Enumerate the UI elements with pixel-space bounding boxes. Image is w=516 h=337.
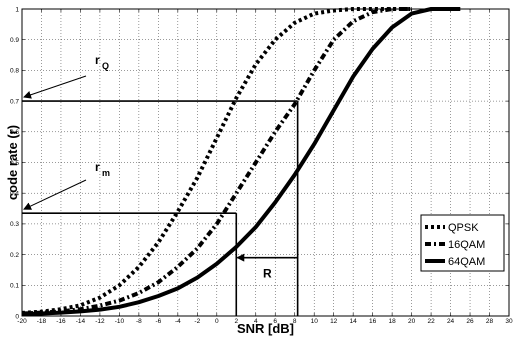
series-line-64qam xyxy=(21,7,461,317)
x-tick-label: 22 xyxy=(427,318,435,325)
x-tick-label: 8 xyxy=(293,318,297,325)
y-tick-label: 0.7 xyxy=(10,98,19,105)
x-tick-label: 6 xyxy=(273,318,277,325)
annotations-group: r Qr mR xyxy=(22,53,299,316)
x-tick-label: -20 xyxy=(17,318,27,325)
rm-label-subscript: m xyxy=(102,168,110,178)
x-axis-ticks: -20 -18 -16 -14 -12 -10 -8 -6 -4 -2 0 2 4 6 8 10 12 14 16 1… xyxy=(17,9,513,325)
x-tick-label: -18 xyxy=(37,318,47,325)
x-tick-label: -6 xyxy=(155,318,161,325)
y-tick-label: 0 xyxy=(15,313,19,320)
x-tick-label: -8 xyxy=(136,318,142,325)
y-tick-label: 0.6 xyxy=(10,129,19,136)
rm-label: r xyxy=(95,160,100,174)
y-axis-ticks: 0 0.1 0.2 0.3 0.4 0.5 0.6 0.7 0.8 0.9 1 xyxy=(10,6,509,320)
x-tick-label: 18 xyxy=(389,318,397,325)
x-tick-label: 16 xyxy=(369,318,377,325)
x-tick-label: 10 xyxy=(311,318,319,325)
x-axis-label: SNR [dB] xyxy=(237,321,294,336)
x-tick-label: -2 xyxy=(194,318,200,325)
x-tick-label: 0 xyxy=(215,318,219,325)
y-tick-label: 1 xyxy=(15,6,19,13)
y-tick-label: 0.5 xyxy=(10,160,19,167)
series-line-16qam xyxy=(21,7,412,316)
legend-label-16qam: 16QAM xyxy=(448,239,485,251)
x-tick-label: 4 xyxy=(254,318,258,325)
rq-label-subscript: Q xyxy=(102,61,109,71)
y-tick-label: 0.2 xyxy=(10,252,19,259)
rm-pointer-arrow xyxy=(23,179,87,210)
y-tick-label: 0.8 xyxy=(10,68,19,75)
x-tick-label: -12 xyxy=(95,318,105,325)
y-tick-label: 0.9 xyxy=(10,37,19,44)
rq-label: r xyxy=(95,53,100,67)
x-tick-label: 30 xyxy=(505,318,513,325)
x-tick-label: -16 xyxy=(56,318,66,325)
legend-label-qpsk: QPSK xyxy=(448,222,479,234)
x-tick-label: -14 xyxy=(76,318,86,325)
r-label: R xyxy=(263,267,272,281)
x-tick-label: 20 xyxy=(408,318,416,325)
y-axis-label: code rate (r) xyxy=(5,125,20,200)
x-tick-label: 14 xyxy=(350,318,358,325)
x-tick-label: -4 xyxy=(175,318,181,325)
x-tick-label: 28 xyxy=(486,318,494,325)
y-tick-label: 0.1 xyxy=(10,283,19,290)
x-tick-label: 2 xyxy=(234,318,238,325)
x-tick-label: 24 xyxy=(447,318,455,325)
x-tick-label: 12 xyxy=(330,318,338,325)
legend: QPSK 16QAM 64QAM xyxy=(420,214,505,272)
legend-label-64qam: 64QAM xyxy=(448,256,485,268)
x-tick-label: -10 xyxy=(115,318,125,325)
rq-pointer-arrow xyxy=(23,75,87,99)
y-tick-label: 0.3 xyxy=(10,221,19,228)
y-tick-label: 0.4 xyxy=(10,191,19,198)
x-tick-label: 26 xyxy=(466,318,474,325)
